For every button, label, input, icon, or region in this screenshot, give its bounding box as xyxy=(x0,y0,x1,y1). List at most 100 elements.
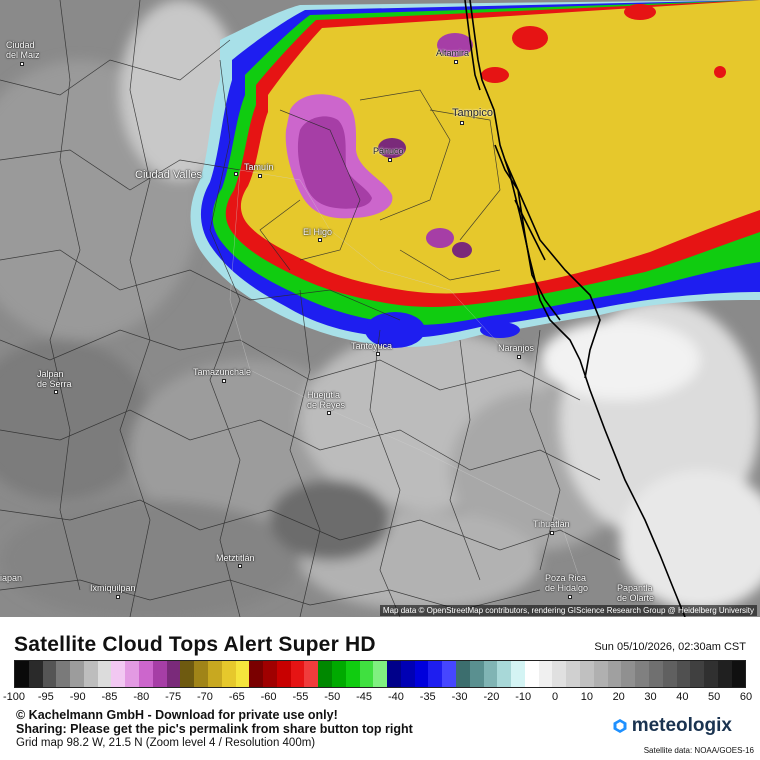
grid-info: Grid map 98.2 W, 21.5 N (Zoom level 4 / … xyxy=(16,737,316,749)
city-label-ciudad-del-maiz: Ciudad del Maiz xyxy=(6,40,40,60)
city-label-tampico: Tampico xyxy=(452,107,493,119)
city-marker-ixmiquilpan xyxy=(116,595,120,599)
city-marker-tampico xyxy=(460,121,464,125)
color-scale-label: 60 xyxy=(739,691,753,703)
city-label-tantoyuca: Tantoyuca xyxy=(351,341,393,351)
satellite-map: Ciudad del Maiz Altamira Tampico Pánuco T… xyxy=(0,0,760,617)
color-scale-segment xyxy=(635,661,649,687)
color-scale-segment xyxy=(511,661,525,687)
color-scale-segment xyxy=(15,661,29,687)
city-marker-naranjos xyxy=(517,355,521,359)
color-scale-label: -70 xyxy=(197,691,213,703)
color-scale-segment xyxy=(290,661,305,687)
color-scale-label: -100 xyxy=(2,691,26,703)
color-scale-label: -85 xyxy=(101,691,118,703)
city-label-metztitlan: Metztitlán xyxy=(216,553,255,563)
color-scale-label: -75 xyxy=(165,691,182,703)
city-marker-huejutla-de-reyes xyxy=(327,411,331,415)
color-scale-segment xyxy=(731,661,746,687)
meteologix-logo-icon xyxy=(613,719,627,733)
legend-footer: Satellite Cloud Tops Alert Super HD Sun … xyxy=(0,617,760,760)
color-scale-segment xyxy=(28,661,43,687)
color-scale-label: -55 xyxy=(292,691,309,703)
color-scale-segment xyxy=(717,661,732,687)
color-scale-label: -35 xyxy=(419,691,436,703)
color-scale-segment xyxy=(400,661,415,687)
sharing-notice: Sharing: Please get the pic's permalink … xyxy=(16,722,413,736)
color-scale-segment xyxy=(166,661,181,687)
color-scale-segment xyxy=(662,661,677,687)
color-scale-segment xyxy=(428,661,443,687)
color-scale-bar xyxy=(14,660,746,688)
color-scale-segment xyxy=(56,661,71,687)
city-label-altamira: Altamira xyxy=(436,48,470,58)
color-scale-segment xyxy=(263,661,277,687)
color-scale-label: -80 xyxy=(133,691,150,703)
color-scale-segment xyxy=(249,661,264,687)
color-scale-segment xyxy=(359,661,374,687)
timestamp: Sun 05/10/2026, 02:30am CST xyxy=(594,641,746,653)
color-scale-segment xyxy=(580,661,594,687)
copyright-notice: © Kachelmann GmbH - Download for private… xyxy=(16,708,338,722)
city-marker-poza-rica-de-hidalgo xyxy=(568,595,572,599)
color-scale-label: -20 xyxy=(483,691,500,703)
color-scale-label: 50 xyxy=(708,691,721,703)
color-scale-segment xyxy=(276,661,291,687)
city-marker-tamazunchale xyxy=(222,379,226,383)
brand-logo[interactable]: meteologix xyxy=(612,715,732,737)
color-scale-label: 20 xyxy=(612,691,625,703)
color-scale-segment xyxy=(42,661,57,687)
color-scale-segment xyxy=(331,661,346,687)
color-scale-segment xyxy=(676,661,691,687)
color-scale-segment xyxy=(207,661,222,687)
city-label-tihuatlan: Tihuatlán xyxy=(533,519,570,529)
coastline xyxy=(464,0,686,617)
color-scale-segment xyxy=(97,661,112,687)
city-label-ciudad-valles: Ciudad Valles xyxy=(135,169,203,181)
color-scale-segment xyxy=(318,661,332,687)
color-scale-segment xyxy=(607,661,622,687)
color-scale-segment xyxy=(690,661,705,687)
color-scale-segment xyxy=(70,661,84,687)
city-label-tamuin: Tamuín xyxy=(244,162,274,172)
city-marker-ciudad-del-maiz xyxy=(20,62,24,66)
city-marker-panuco xyxy=(388,158,392,162)
city-label-tamazunchale: Tamazunchale xyxy=(193,367,252,377)
city-label-naranjos: Naranjos xyxy=(498,343,535,353)
color-scale-segment xyxy=(414,661,429,687)
city-label-huejutla-de-reyes: Huejutla de Reyes xyxy=(307,390,346,410)
city-marker-metztitlan xyxy=(238,564,242,568)
color-scale-segment xyxy=(139,661,153,687)
color-scale-segment xyxy=(345,661,360,687)
city-label-iapan: iapan xyxy=(0,573,23,583)
color-scale-segment xyxy=(442,661,456,687)
city-marker-tihuatlan xyxy=(550,531,554,535)
color-scale-label: -10 xyxy=(515,691,532,703)
city-label-panuco: Pánuco xyxy=(373,146,404,156)
city-label-ixmiquilpan: Ixmiquilpan xyxy=(90,583,136,593)
color-scale-segment xyxy=(552,661,567,687)
city-marker-ciudad-valles xyxy=(234,172,238,176)
color-scale-segment xyxy=(524,661,539,687)
color-scale-segment xyxy=(538,661,553,687)
color-scale-segment xyxy=(125,661,140,687)
color-scale-label: -65 xyxy=(228,691,245,703)
city-marker-jalpan-de-serra xyxy=(54,390,58,394)
satellite-imagery xyxy=(0,0,760,617)
color-scale-segment xyxy=(497,661,512,687)
satellite-credit: Satellite data: NOAA/GOES-16 xyxy=(643,746,754,755)
color-scale-label: -30 xyxy=(451,691,468,703)
color-scale-label: 0 xyxy=(551,691,559,703)
color-scale-segment xyxy=(83,661,98,687)
roads xyxy=(229,169,581,581)
map-attribution: Map data © OpenStreetMap contributors, r… xyxy=(379,605,757,616)
city-label-el-higo: El Higo xyxy=(303,227,333,237)
brand-name: meteologix xyxy=(631,715,732,736)
color-scale-segment xyxy=(180,661,195,687)
city-label-poza-rica-de-hidalgo: Poza Rica de Hidalgo xyxy=(545,573,589,593)
color-scale-segment xyxy=(111,661,126,687)
city-marker-tantoyuca xyxy=(376,352,380,356)
color-scale-segment xyxy=(621,661,636,687)
color-scale-label: -40 xyxy=(387,691,404,703)
storm-complex xyxy=(190,0,760,348)
